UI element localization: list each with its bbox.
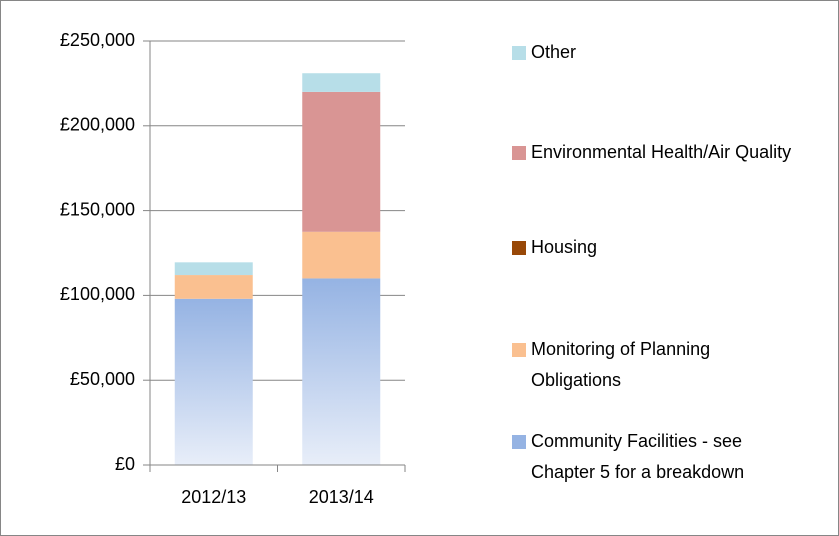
bar-segment: [174, 275, 253, 299]
y-tick-label: £200,000: [60, 115, 135, 135]
legend-swatch: [512, 46, 526, 60]
bar-segment: [302, 231, 381, 279]
x-tick-label: 2013/14: [309, 487, 374, 507]
legend-item: Other: [512, 37, 802, 68]
legend-label: Housing: [531, 237, 598, 257]
legend-label: Environmental Health/Air Quality: [531, 142, 792, 162]
legend-swatch: [512, 435, 526, 449]
legend-label: Monitoring of Planning Obligations: [531, 339, 711, 390]
legend-item: Monitoring of Planning Obligations: [512, 334, 802, 396]
legend-swatch: [512, 241, 526, 255]
legend-swatch: [512, 146, 526, 160]
bar-segment: [174, 262, 253, 276]
legend-swatch: [512, 343, 526, 357]
bar-segment: [302, 278, 381, 465]
legend-item: Environmental Health/Air Quality: [512, 137, 802, 168]
x-tick-label: 2012/13: [181, 487, 246, 507]
legend-item: Community Facilities - see Chapter 5 for…: [512, 426, 802, 488]
legend-label: Other: [531, 42, 577, 62]
y-tick-label: £0: [115, 454, 135, 474]
legend-item: Housing: [512, 232, 802, 263]
bar-segment: [174, 298, 253, 465]
y-tick-label: £250,000: [60, 30, 135, 50]
y-tick-label: £100,000: [60, 284, 135, 304]
y-tick-label: £150,000: [60, 199, 135, 219]
legend-label: Community Facilities - see Chapter 5 for…: [531, 431, 745, 482]
y-tick-label: £50,000: [70, 369, 135, 389]
bar-segment: [302, 73, 381, 92]
bar-segment: [302, 91, 381, 232]
